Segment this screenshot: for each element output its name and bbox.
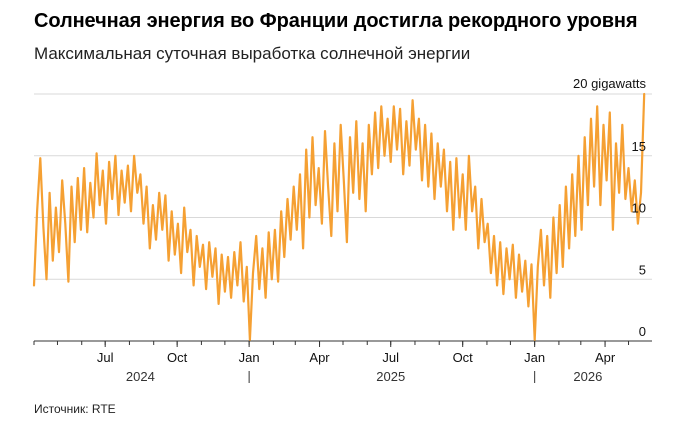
source-note: Источник: RTE xyxy=(34,402,116,416)
y-tick-label-0: 0 xyxy=(639,324,646,339)
series xyxy=(32,92,646,341)
chart-subtitle: Максимальная суточная выработка солнечно… xyxy=(34,44,471,63)
x-tick-label-Jul: Jul xyxy=(382,350,399,365)
chart-title: Солнечная энергия во Франции достигла ре… xyxy=(34,10,638,32)
x-tick-label-Jan: Jan xyxy=(524,350,545,365)
y-tick-label-15: 15 xyxy=(632,139,646,154)
x-tick-label-Jul: Jul xyxy=(97,350,114,365)
year-label-2026: 2026 xyxy=(573,369,602,384)
year-label-2024: 2024 xyxy=(126,369,155,384)
y-tick-label-5: 5 xyxy=(639,262,646,277)
year-label-2025: 2025 xyxy=(376,369,405,384)
y-axis-labels: 20 gigawatts 15 10 5 0 xyxy=(573,76,646,339)
x-tick-label-Oct: Oct xyxy=(453,350,474,365)
series-line-0 xyxy=(32,92,646,341)
gridlines xyxy=(34,93,652,280)
y-tick-label-20: 20 gigawatts xyxy=(573,76,646,91)
x-tick-label-Apr: Apr xyxy=(595,350,616,365)
x-tick-label-Apr: Apr xyxy=(309,350,330,365)
x-axis: Jul Oct Jan Apr Jul Oct Jan Apr 2024 2025 2026 xyxy=(33,340,652,384)
x-tick-label-Jan: Jan xyxy=(239,350,260,365)
y-tick-label-10: 10 xyxy=(632,201,646,216)
x-tick-label-Oct: Oct xyxy=(167,350,188,365)
